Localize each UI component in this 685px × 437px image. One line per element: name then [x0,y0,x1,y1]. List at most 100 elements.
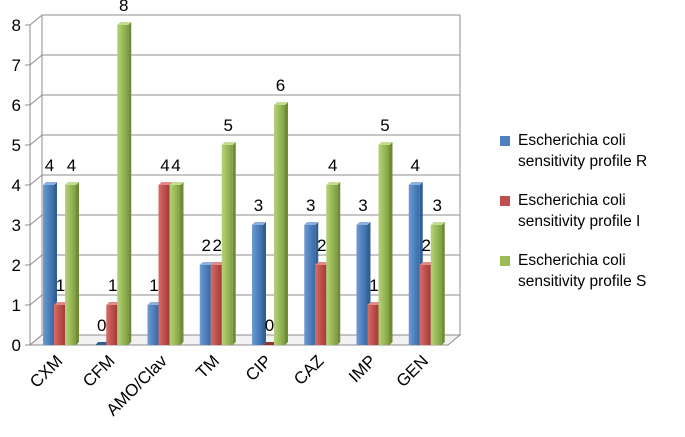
bar-side [441,222,445,345]
legend: Escherichia coli sensitivity profile R E… [500,130,685,310]
legend-swatch-s [500,256,510,266]
data-label: 3 [433,196,442,215]
data-label: 0 [265,316,274,335]
legend-item-s: Escherichia coli sensitivity profile S [500,250,685,292]
bar-top [43,182,57,185]
bar [419,265,431,345]
y-tick-label: 4 [12,176,21,195]
y-tick-label: 1 [12,296,21,315]
x-tick-label: TM [192,351,223,382]
x-tick-label: GEN [393,351,432,390]
data-label: 8 [119,0,128,15]
legend-label-i: Escherichia coli sensitivity profile I [518,192,641,230]
x-tick-label: CXM [26,351,66,391]
y-tick-label: 8 [12,16,21,35]
data-label: 3 [358,196,367,215]
bar-top [210,262,225,265]
bar-top [408,182,423,185]
gridline-diagonal [29,294,43,306]
y-tick-label: 5 [12,136,21,155]
bar [367,305,379,345]
bars [43,22,445,345]
data-label: 6 [276,76,285,95]
bar [54,305,65,345]
bar-top [326,182,341,185]
bar-side [76,182,79,345]
bar-top [304,222,319,225]
data-label: 1 [369,276,378,295]
x-tick-label: CFM [79,351,118,390]
data-label: 4 [328,156,337,175]
y-tick-label: 3 [12,216,21,235]
data-label: 0 [97,316,106,335]
data-label: 4 [171,156,180,175]
bar-top [315,262,330,265]
bar [274,105,285,345]
bar-side [337,182,341,345]
axes [28,25,462,346]
data-label: 2 [317,236,326,255]
bar-top [169,182,184,185]
y-tick-label: 6 [12,96,21,115]
y-tick-label: 7 [12,56,21,75]
legend-swatch-r [500,136,510,146]
legend-item-i: Escherichia coli sensitivity profile I [500,190,685,232]
bar [252,225,263,345]
bar [430,225,442,345]
bar [315,265,327,345]
data-label: 4 [160,156,169,175]
bar-top [263,342,277,345]
bar-top [378,142,393,145]
gridline-diagonal [29,134,43,146]
bar-side [263,222,266,345]
data-label: 2 [202,236,211,255]
bar-top [158,182,173,185]
data-label: 5 [224,116,233,135]
bar-top [117,22,132,25]
legend-swatch-i [500,196,510,206]
bar-top [221,142,236,145]
bar-top [95,342,110,345]
bar-top [252,222,266,225]
x-tick-label: CIP [242,351,275,384]
bar [158,185,170,345]
bar-top [199,262,214,265]
data-label: 1 [149,276,158,295]
bar-top [367,302,382,305]
bar [199,265,211,345]
legend-item-r: Escherichia coli sensitivity profile R [500,130,685,172]
bar-top [147,302,162,305]
bar [117,25,129,345]
bar [326,185,338,345]
bar [43,185,54,345]
data-label: 4 [67,156,76,175]
chart-floor [28,334,462,346]
bar-top [54,302,68,305]
legend-label-s: Escherichia coli sensitivity profile S [518,252,647,290]
bar [356,225,368,345]
bar [221,145,233,345]
bar [169,185,181,345]
bar-top [430,222,445,225]
data-label: 2 [213,236,222,255]
data-label: 4 [411,156,420,175]
bar-top [106,302,121,305]
gridline-diagonal [29,254,43,266]
data-label: 3 [306,196,315,215]
y-tick-label: 2 [12,256,21,275]
bar-top [356,222,371,225]
bar-top [65,182,79,185]
bar-side [389,142,393,345]
bar-side [128,22,132,345]
gridline-diagonal [29,14,43,26]
bar-side [285,102,288,345]
bar [65,185,76,345]
gridline-diagonal [29,94,43,106]
bar [106,305,118,345]
gridlines [29,14,461,346]
bar [210,265,222,345]
x-tick-label: IMP [345,351,380,386]
gridline-diagonal [29,214,43,226]
